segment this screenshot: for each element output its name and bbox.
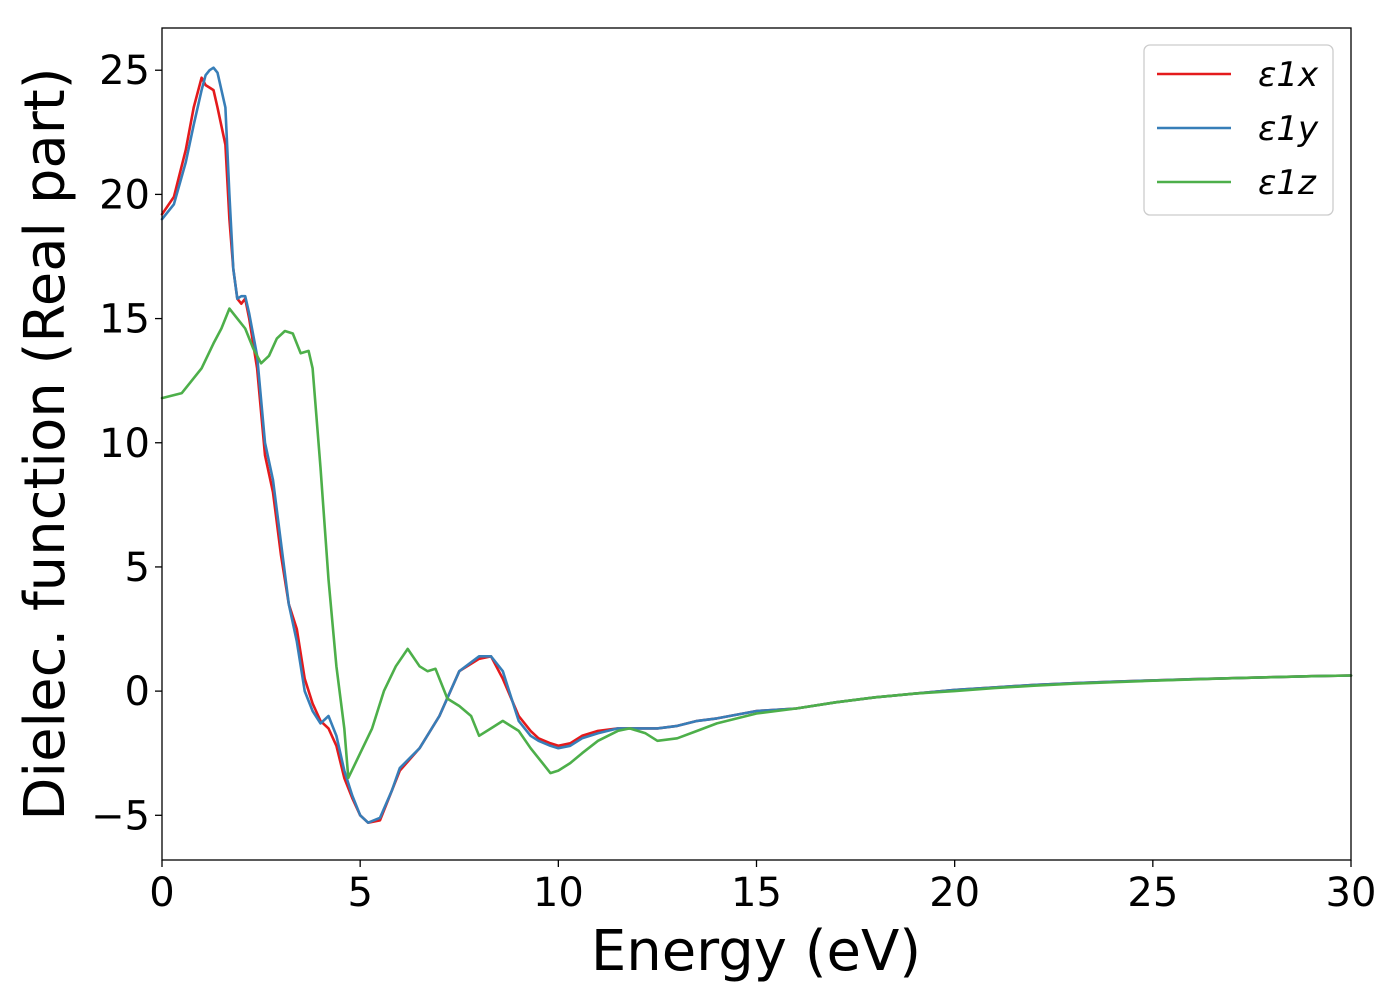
legend-label-1: ε1y (1258, 109, 1319, 149)
x-tick-label: 20 (929, 870, 980, 916)
y-tick-label: −5 (91, 793, 150, 839)
y-tick-label: 5 (125, 545, 150, 591)
x-tick-label: 30 (1326, 870, 1377, 916)
y-tick-label: 25 (99, 48, 150, 94)
legend: ε1x ε1y ε1z (1143, 44, 1334, 216)
x-tick-label: 25 (1127, 870, 1178, 916)
x-tick-label: 15 (731, 870, 782, 916)
y-tick-label: 0 (125, 669, 150, 715)
y-axis: −5 0 5 10 15 20 25 (91, 48, 162, 839)
y-axis-label: Dielec. function (Real part) (13, 67, 78, 820)
x-tick-label: 10 (533, 870, 584, 916)
x-axis: 0 5 10 15 20 25 30 (149, 860, 1376, 916)
legend-box (1143, 44, 1334, 216)
series-layer (160, 66, 1353, 824)
x-tick-label: 0 (149, 870, 174, 916)
series-line-2 (160, 307, 1353, 780)
y-tick-label: 15 (99, 297, 150, 343)
y-tick-label: 10 (99, 421, 150, 467)
x-axis-label: Energy (eV) (591, 919, 921, 984)
y-tick-label: 20 (99, 172, 150, 218)
legend-label-2: ε1z (1258, 163, 1317, 203)
x-tick-label: 5 (347, 870, 372, 916)
legend-label-0: ε1x (1258, 55, 1319, 95)
